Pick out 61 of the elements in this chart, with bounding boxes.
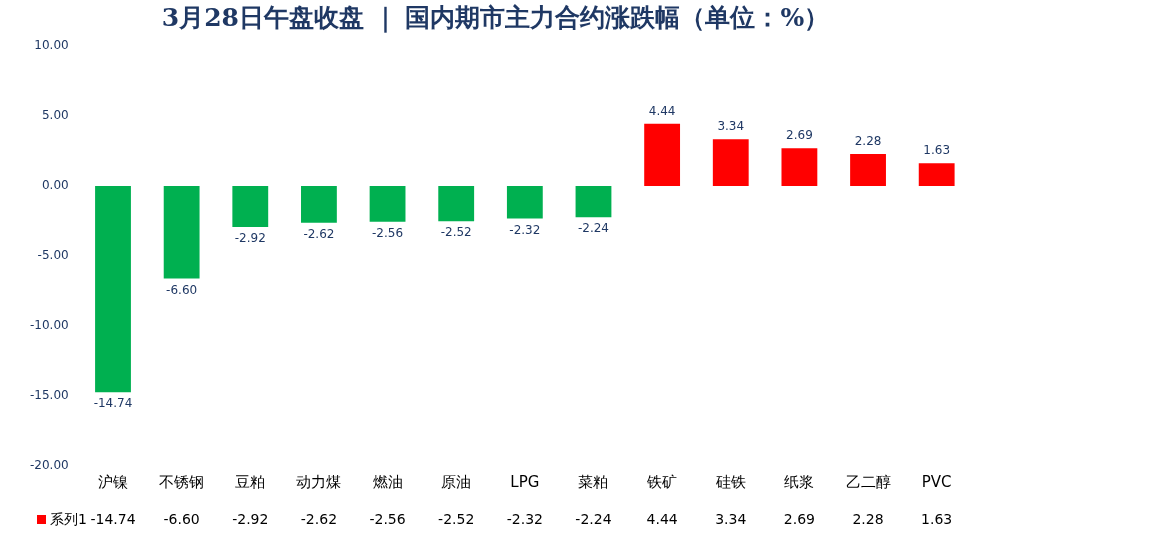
bar: [369, 186, 406, 222]
bar: [781, 148, 818, 186]
text: 1.63: [923, 143, 951, 158]
x-tick-label: 铁矿: [646, 472, 678, 491]
text: -2.92: [234, 231, 266, 246]
chart-title: 3月28日午盘收盘 ｜ 国内期市主力合约涨跌幅（单位：%）: [161, 2, 830, 33]
bar: [163, 186, 200, 279]
bar: [644, 123, 681, 186]
text: -2.56: [372, 225, 404, 240]
x-tick-label: PVC: [921, 472, 952, 491]
y-tick-label: -5.00: [37, 248, 69, 263]
y-tick-label: -20.00: [30, 458, 69, 473]
legend-label: 系列1: [50, 510, 87, 527]
bar: [850, 154, 886, 186]
text: 4.44: [648, 103, 676, 118]
data-label: -2.56: [369, 510, 406, 527]
x-tick-label: 动力煤: [296, 472, 342, 491]
x-tick-label: LPG: [510, 472, 540, 491]
x-tick-label: 硅铁: [714, 472, 746, 491]
y-tick-label: 0.00: [41, 178, 69, 193]
data-label: 3.34: [715, 510, 747, 527]
text: 2.28: [854, 134, 882, 149]
bar: [506, 186, 543, 219]
x-tick-label: 豆粕: [235, 472, 266, 491]
data-label: 2.28: [852, 510, 884, 527]
text: -2.24: [577, 221, 610, 236]
text: -2.32: [509, 222, 541, 237]
x-tick-label: 原油: [441, 472, 472, 491]
x-tick-label: 乙二醇: [845, 472, 891, 491]
data-label: 1.63: [921, 510, 953, 527]
data-label: -2.92: [232, 510, 269, 527]
bar: [232, 186, 269, 227]
bar: [438, 186, 475, 222]
text: -2.62: [303, 226, 335, 241]
y-tick-label: -15.00: [30, 388, 69, 403]
x-tick-label: 燃油: [372, 472, 403, 491]
x-tick-label: 菜粕: [578, 472, 609, 491]
text: 2.69: [786, 128, 813, 143]
text: -6.60: [166, 282, 198, 297]
bar: [918, 163, 955, 186]
x-tick-label: 纸浆: [784, 472, 815, 491]
data-label: -6.60: [163, 510, 200, 527]
y-tick-label: 10.00: [34, 38, 69, 53]
bar: [712, 139, 749, 186]
data-label: 2.69: [783, 510, 815, 527]
data-label: -2.52: [438, 510, 475, 527]
text: -2.52: [440, 225, 472, 240]
bar: [301, 186, 337, 223]
text: -14.74: [93, 396, 133, 411]
x-tick-label: 沪镍: [98, 472, 128, 491]
data-label: -2.62: [300, 510, 338, 527]
y-tick-label: -10.00: [30, 318, 69, 333]
data-label: -14.74: [90, 510, 136, 527]
y-tick-label: 5.00: [41, 108, 69, 123]
text: 3.34: [717, 119, 745, 134]
data-label: -2.32: [506, 510, 543, 527]
data-label: 4.44: [646, 510, 678, 527]
data-label: -2.24: [575, 510, 612, 527]
bar: [95, 186, 131, 393]
bar: [575, 186, 612, 218]
x-tick-label: 不锈钢: [159, 472, 205, 491]
